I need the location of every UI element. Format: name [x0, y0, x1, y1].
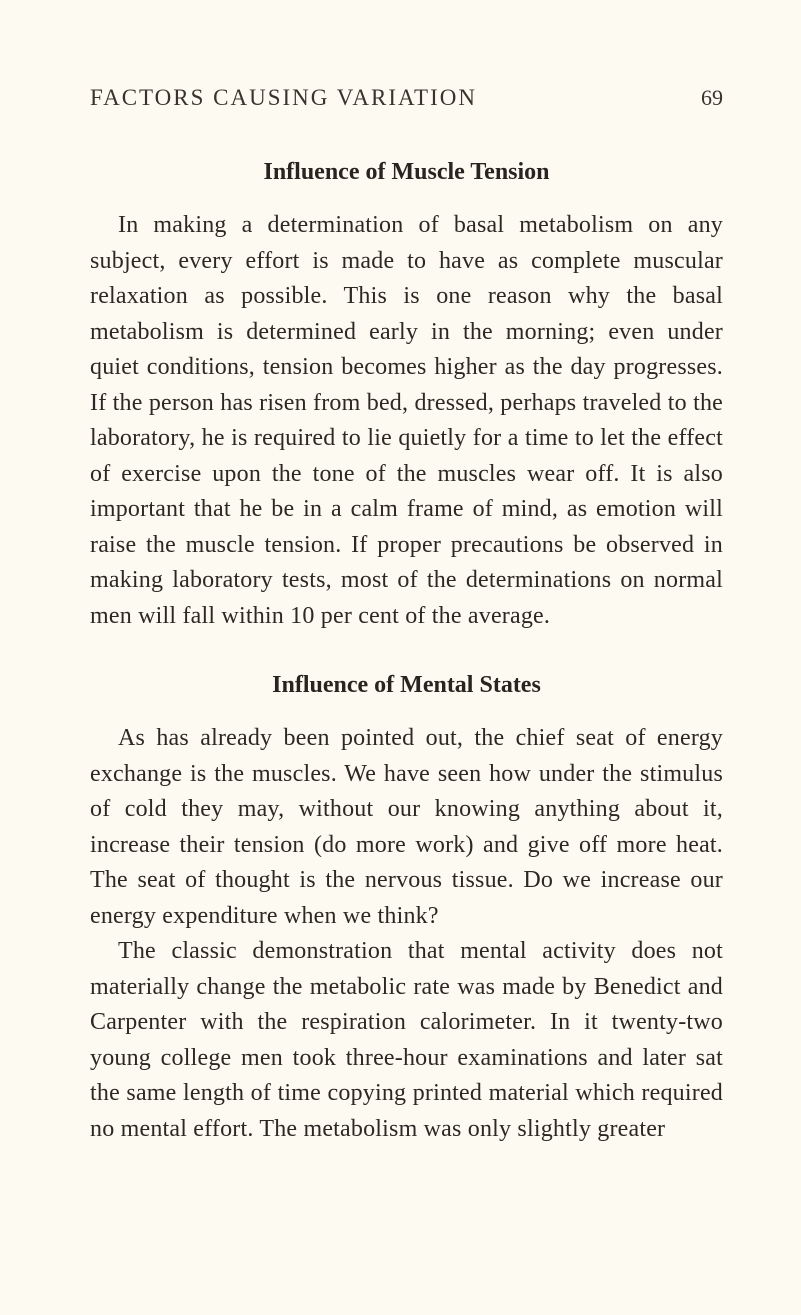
body-paragraph: In making a determination of basal metab… — [90, 208, 723, 634]
page-header: FACTORS CAUSING VARIATION 69 — [90, 85, 723, 111]
running-head: FACTORS CAUSING VARIATION — [90, 85, 477, 111]
body-paragraph: As has already been pointed out, the chi… — [90, 721, 723, 934]
body-paragraph: The classic demonstration that mental ac… — [90, 934, 723, 1147]
section-heading-muscle-tension: Influence of Muscle Tension — [90, 159, 723, 186]
page-number: 69 — [701, 85, 723, 111]
section-heading-mental-states: Influence of Mental States — [90, 672, 723, 699]
